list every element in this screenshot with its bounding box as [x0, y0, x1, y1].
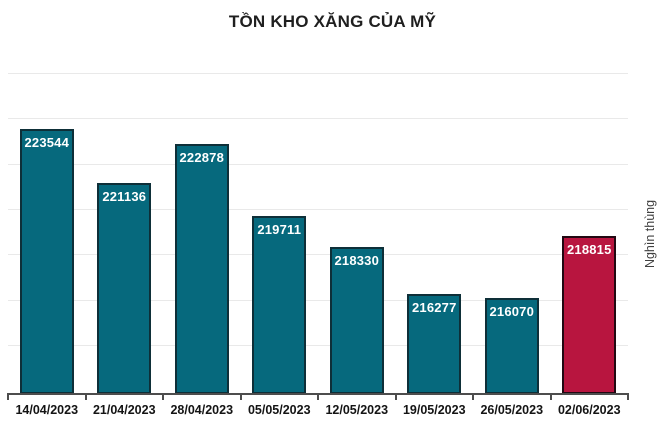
y-axis-label: Nghìn thùng [643, 199, 658, 268]
x-axis-tick [394, 393, 397, 400]
bar-value-label: 218815 [566, 242, 612, 257]
x-axis-tick [162, 393, 164, 400]
bar-05/05/2023: 219711 [252, 215, 307, 394]
bar-26/05/2023: 216070 [484, 298, 539, 394]
bar-value-label: 221136 [102, 189, 147, 205]
x-axis-tick [239, 393, 242, 400]
chart-title: TỒN KHO XĂNG CỦA MỸ [228, 12, 437, 31]
x-axis-tick [317, 393, 319, 400]
gridline [8, 118, 628, 120]
bar-12/05/2023: 218330 [329, 247, 384, 394]
x-axis-label: 12/05/2023 [325, 403, 389, 417]
gridline [8, 209, 628, 211]
gridline [8, 299, 628, 301]
bar-02/06/2023: 218815 [562, 236, 617, 394]
bar-19/05/2023: 216277 [407, 293, 462, 394]
bar-21/04/2023: 221136 [97, 183, 152, 394]
y-axis-label-container: Nghìn thùng [637, 73, 663, 394]
x-axis-label: 02/06/2023 [557, 403, 621, 417]
x-axis-label: 19/05/2023 [402, 403, 466, 417]
bar-14/04/2023: 223544 [19, 128, 74, 394]
bar-28/04/2023: 222878 [174, 143, 229, 394]
bar-value-label: 218330 [334, 253, 380, 268]
x-axis-tick [472, 393, 474, 400]
x-axis-label: 28/04/2023 [170, 403, 234, 417]
bar-value-label: 222878 [179, 149, 225, 165]
x-axis-label: 21/04/2023 [92, 403, 156, 417]
gridline [8, 345, 628, 347]
x-axis-tick [627, 393, 629, 400]
x-axis-label: 26/05/2023 [480, 403, 544, 417]
x-axis-tick [84, 393, 87, 400]
bar-value-label: 223544 [24, 134, 70, 150]
x-axis-label: 05/05/2023 [247, 403, 311, 417]
x-axis-label: 14/04/2023 [15, 403, 79, 417]
gridline [8, 254, 628, 256]
bar-value-label: 216070 [489, 304, 535, 320]
plot-area: 223544 221136 222878 219711 218330 216277 2160… [7, 73, 629, 417]
x-axis-tick [7, 393, 9, 400]
x-axis-tick [549, 393, 552, 400]
bar-value-label: 216277 [411, 299, 457, 315]
gridline [8, 163, 628, 165]
gridline [8, 73, 628, 74]
bar-value-label: 219711 [257, 221, 302, 237]
